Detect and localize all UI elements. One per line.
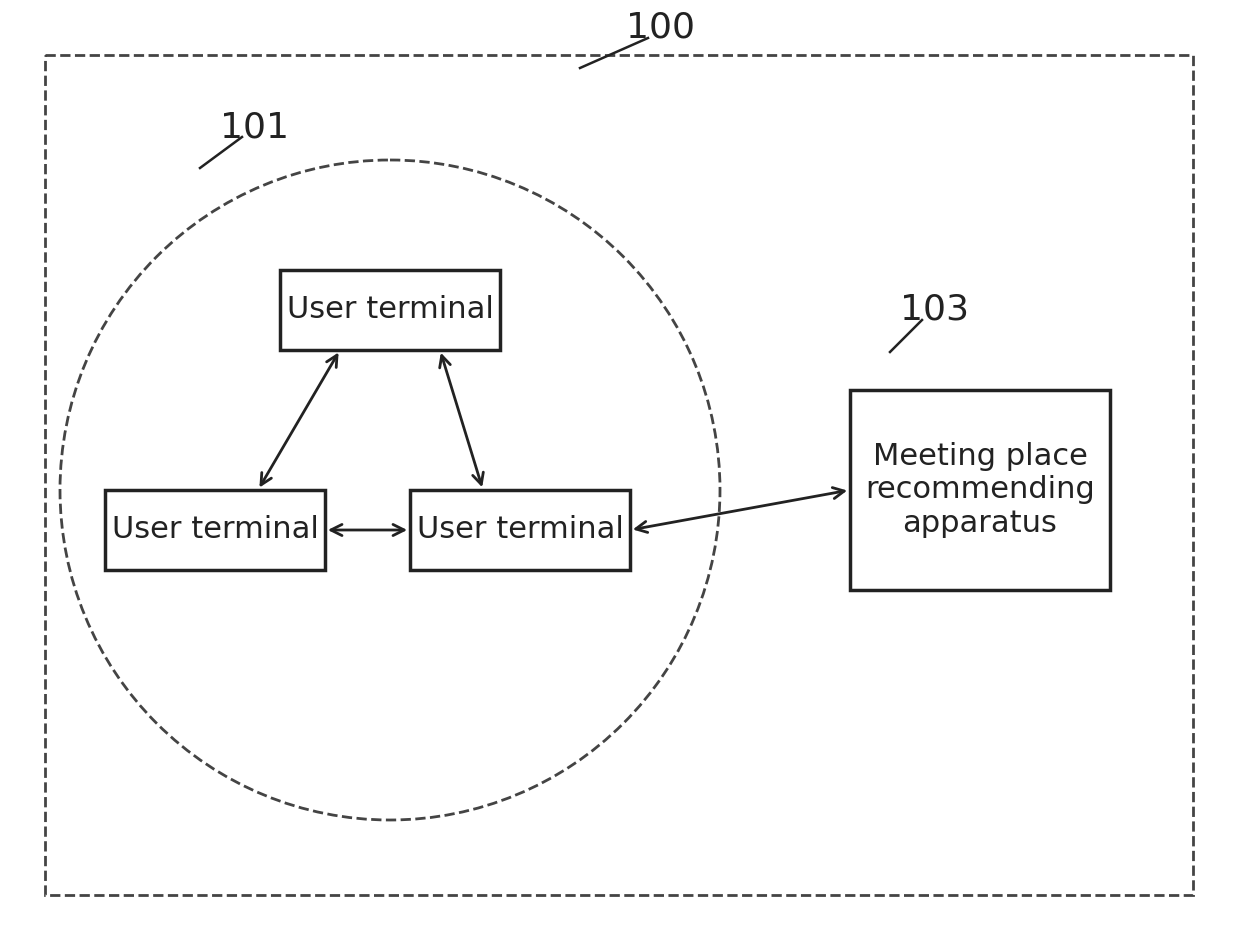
Text: User terminal: User terminal	[286, 296, 494, 325]
Bar	[849, 390, 1110, 590]
Text: Meeting place
recommending
apparatus: Meeting place recommending apparatus	[866, 442, 1095, 538]
Text: 100: 100	[625, 11, 694, 45]
Text: 101: 101	[221, 111, 289, 145]
Bar	[410, 490, 630, 570]
Text: User terminal: User terminal	[417, 516, 624, 545]
Text: User terminal: User terminal	[112, 516, 319, 545]
Bar	[105, 490, 325, 570]
Bar	[45, 55, 1193, 895]
Text: 103: 103	[900, 293, 970, 327]
Bar	[280, 270, 500, 350]
